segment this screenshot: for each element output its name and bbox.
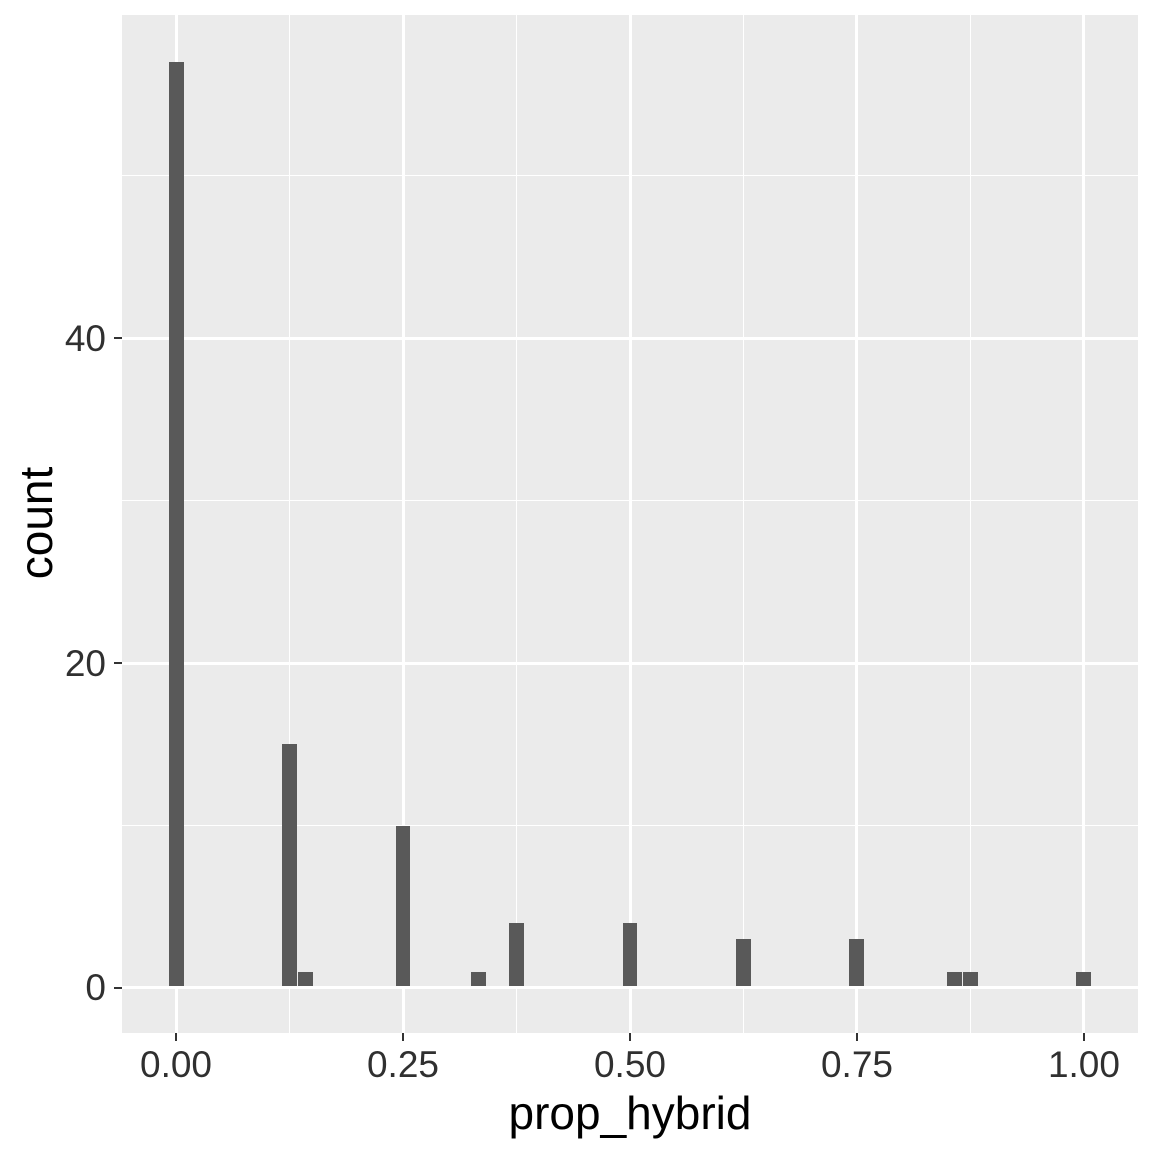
histogram-bar (849, 939, 865, 987)
histogram-bar (298, 971, 314, 987)
histogram-bar (622, 922, 638, 987)
x-axis-tick-mark (174, 1033, 178, 1041)
gridline-x-minor (969, 15, 972, 1033)
gridline-x-major (855, 15, 859, 1033)
y-axis-tick-mark (114, 661, 122, 665)
y-tick-label: 20 (64, 642, 106, 684)
x-axis-tick-mark (628, 1033, 632, 1041)
gridline-x-major (401, 15, 405, 1033)
gridline-x-major (1082, 15, 1086, 1033)
x-axis-tick-mark (855, 1033, 859, 1041)
histogram-bar (736, 939, 751, 987)
x-tick-label: 0.50 (593, 1044, 666, 1085)
histogram-bar (282, 744, 297, 987)
gridline-x-minor (515, 15, 518, 1033)
x-tick-label: 0.75 (820, 1044, 893, 1085)
histogram-bar (1076, 971, 1092, 987)
histogram-bar (962, 971, 978, 987)
y-axis-title: count (10, 466, 62, 580)
gridline-x-major (628, 15, 632, 1033)
x-axis-tick-mark (1082, 1033, 1086, 1041)
x-axis-tick-mark (401, 1033, 405, 1041)
histogram-bar (470, 971, 486, 987)
x-axis-title: prop_hybrid (508, 1087, 752, 1139)
y-tick-label: 0 (85, 967, 106, 1009)
x-tick-label: 0.25 (366, 1044, 439, 1085)
y-axis-tick-mark (114, 986, 122, 990)
plot-panel (122, 15, 1138, 1033)
x-tick-label: 0.00 (140, 1044, 213, 1085)
histogram-bar (509, 922, 524, 987)
gridline-x-minor (742, 15, 745, 1033)
y-axis-tick-mark (114, 336, 122, 340)
gridline-x-minor (288, 15, 291, 1033)
histogram-bar (168, 61, 184, 987)
y-tick-label: 40 (64, 317, 106, 359)
histogram-bar (946, 971, 962, 987)
histogram-bar (395, 825, 411, 987)
x-tick-label: 1.00 (1047, 1044, 1120, 1085)
